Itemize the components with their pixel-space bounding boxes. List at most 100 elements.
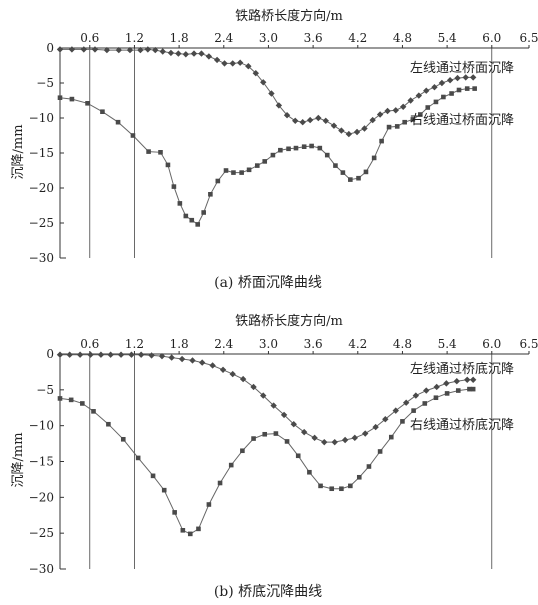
chart-b-series-right-line-point	[295, 453, 301, 459]
chart-a-series-right-line-point	[115, 119, 121, 125]
chart-b-series-left-line-point	[128, 351, 135, 358]
chart-b-series-right-line-point	[228, 462, 234, 468]
chart-b-series-left-line-point	[250, 383, 257, 391]
chart-b-series-right-line-point	[180, 528, 186, 533]
chart-a-series-left-line-point	[229, 60, 236, 67]
chart-a-series-right-line-point	[348, 177, 353, 182]
chart-a-series-right-line-point	[418, 112, 423, 117]
chart-b-y-tick-label: −5	[36, 383, 54, 397]
chart-a-y-tick-label: −5	[36, 76, 54, 90]
chart-a-series-right-line-point	[464, 86, 470, 91]
chart-b-series-right-line-point	[467, 386, 472, 392]
chart-b-y-tick-label: −25	[29, 526, 54, 540]
chart-a-series-left-line-point	[299, 119, 306, 126]
chart-b-series-right-line-point	[444, 391, 450, 396]
chart-a-series-left-line-point	[213, 56, 221, 64]
chart-b-series-left-line-point	[198, 359, 206, 366]
chart-b-series-right-line-point	[339, 486, 344, 492]
chart-a-series-left-line-point	[283, 112, 291, 119]
chart-b-series-left-line-point	[433, 383, 440, 391]
chart-b-series-right-line-point	[433, 395, 439, 401]
chart-b-x-tick-label: 6.0	[482, 337, 501, 351]
chart-a-x-tick-label: 1.2	[125, 31, 144, 45]
chart-a-series-left-line-point	[182, 51, 190, 58]
chart-b-series-left-line-point	[341, 436, 349, 444]
chart-b-series-left-line-point	[189, 357, 196, 364]
chart-a-series-left-line-point	[252, 70, 259, 77]
chart-a-series-right-line-point	[183, 213, 189, 219]
chart-a-series-right-line	[59, 88, 475, 226]
chart-a-y-tick-label: −10	[29, 111, 54, 125]
chart-a-series-left-line-point	[369, 116, 376, 124]
chart-a-series-right-line-point	[201, 210, 206, 215]
chart-a-x-tick-label: 4.2	[348, 31, 367, 45]
chart-a-series-left-line-point	[306, 116, 314, 124]
chart-a-y-tick-label: −30	[29, 251, 54, 265]
chart-a-series-left-line-point	[438, 79, 446, 87]
chart-b-y-tick-label: −20	[29, 490, 54, 504]
chart-a-series-left-line-point	[330, 122, 338, 129]
chart-a-y-axis-title: 沉降/mm	[11, 124, 26, 179]
chart-a-series-left-line-point	[446, 77, 454, 84]
chart-b-series-left-line-point	[402, 399, 410, 406]
chart-b-series-left-line-point	[168, 354, 175, 361]
chart-a-series-left-line-point	[353, 128, 361, 136]
chart-a-series-right-line-point	[262, 159, 268, 164]
chart-b-x-tick-label: 3.0	[259, 337, 278, 351]
chart-a-series-right-line-point	[301, 144, 307, 149]
chart-a-series-right-line-point	[324, 152, 330, 158]
chart-b-series-right-line-point	[106, 421, 111, 427]
chart-b-series-right-line-point	[206, 502, 212, 507]
chart-a-series-left-line-point	[384, 107, 391, 115]
chart-b-series-left-line-point	[239, 375, 247, 383]
chart-a-series-left-line-point	[469, 74, 477, 81]
chart-a-series-left-line-point	[399, 103, 407, 110]
chart-a-x-tick-label: 4.8	[393, 31, 412, 45]
chart-b-series-left-line-point	[362, 430, 369, 437]
chart-b-y-tick-label: 0	[46, 347, 54, 361]
chart-a-series-right-line-point	[239, 170, 244, 175]
chart-b-y-tick-label: −15	[29, 455, 54, 469]
chart-a: 铁路桥长度方向/m 沉降/mm 0.6 1.2 1.8 2.4 3.0 3.6 4.2 4.8…	[11, 8, 538, 291]
chart-a-x-axis-title: 铁路桥长度方向/m	[235, 8, 343, 24]
chart-b-series-left-line-point	[412, 392, 420, 399]
chart-a-series-right-line-label: 右线通过桥面沉降	[410, 113, 514, 128]
chart-a-series-right-line-point	[57, 95, 63, 100]
chart-b-series-left-line-label: 左线通过桥底沉降	[410, 361, 514, 377]
chart-b-series-left-line-point	[351, 434, 358, 442]
chart-b-series-right-line-point	[400, 419, 405, 424]
chart-b-series-right-line-point	[217, 480, 223, 486]
chart-a-series-left-line-point	[462, 74, 469, 81]
chart-b-series-left-line-point	[270, 402, 277, 409]
chart-b-series-right-line-point	[172, 510, 177, 515]
chart-a-series-left-line-label: 左线通过桥面沉降	[410, 61, 514, 76]
chart-b-series-right-line-point	[273, 431, 279, 436]
chart-a-series-left-line-point	[431, 84, 438, 91]
chart-a-series-right-line-point	[270, 152, 276, 158]
chart-b-series-left-line-point	[66, 351, 73, 358]
chart-b-series-left-line-point	[464, 376, 471, 383]
chart-a-x-tick-label: 0.6	[80, 31, 99, 45]
chart-b-series-right-line-point	[356, 474, 362, 480]
chart-b-x-tick-label: 0.6	[80, 337, 99, 351]
chart-a-series-right-line-point	[356, 175, 361, 181]
chart-a-series-right-line-point	[402, 119, 407, 125]
chart-b-series-left-line-point	[443, 380, 450, 387]
chart-b-caption: (b) 桥底沉降曲线	[214, 584, 322, 600]
chart-a-series-right-line-point	[371, 155, 377, 161]
chart-b-x-tick-label: 2.4	[214, 337, 233, 351]
chart-a-series-right-line-point	[215, 178, 221, 184]
chart-b-series-right-line-point	[150, 473, 156, 479]
chart-b-series-left-line-point	[209, 362, 216, 369]
chart-b-series-right-line-point	[284, 439, 290, 444]
chart-a-marks: 0.6 1.2 1.8 2.4 3.0 3.6 4.2 4.8 5.4 6.0 6.5 0 −5 −10 −…	[29, 31, 538, 265]
chart-a-y-tick-label: 0	[46, 41, 54, 55]
chart-a-x-tick-label: 6.5	[519, 31, 538, 45]
chart-a-series-left-line-point	[91, 46, 99, 53]
chart-a-series-left-line-point	[361, 125, 368, 132]
chart-b-series-left-line-point	[392, 407, 399, 414]
chart-a-series-right-line-point	[158, 150, 163, 155]
chart-b-series-right-line-point	[307, 469, 312, 475]
chart-a-series-right-line-point	[254, 163, 260, 168]
